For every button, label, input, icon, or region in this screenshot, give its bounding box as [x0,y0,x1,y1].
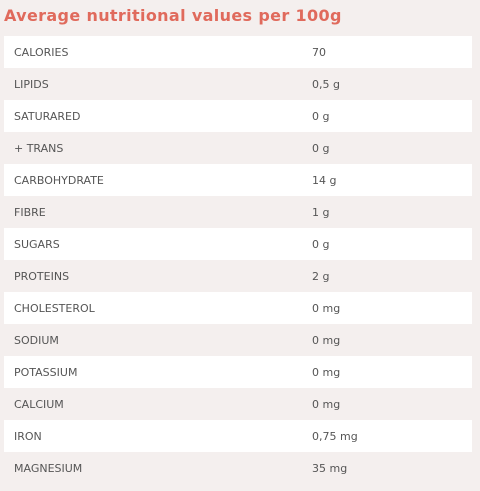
nutrient-name: PROTEINS [14,269,70,283]
table-row: CALORIES 70 [4,36,472,68]
nutrient-name: FIBRE [14,205,46,219]
nutrient-name: SATURARED [14,109,81,123]
nutrient-value: 0 mg [312,333,341,347]
nutrient-value: 0 g [312,141,330,155]
nutrient-name: LIPIDS [14,77,49,91]
nutrient-value: 0 g [312,237,330,251]
table-row: SATURARED 0 g [4,100,472,132]
nutrient-value: 0,75 mg [312,429,358,443]
table-row: FIBRE 1 g [4,196,472,228]
nutrient-value: 0 mg [312,397,341,411]
table-row: MAGNESIUM 35 mg [4,452,472,484]
table-row: IRON 0,75 mg [4,420,472,452]
nutrient-name: CHOLESTEROL [14,301,95,315]
nutrient-value: 0 mg [312,301,341,315]
table-row: + TRANS 0 g [4,132,472,164]
nutrient-value: 1 g [312,205,330,219]
nutrient-value: 0,5 g [312,77,340,91]
table-row: LIPIDS 0,5 g [4,68,472,100]
nutrient-name: MAGNESIUM [14,461,83,475]
nutrient-name: SUGARS [14,237,60,251]
nutrient-value: 0 mg [312,365,341,379]
table-row: SODIUM 0 mg [4,324,472,356]
nutrient-value: 0 g [312,109,330,123]
table-row: CHOLESTEROL 0 mg [4,292,472,324]
nutrient-name: POTASSIUM [14,365,78,379]
page-title: Average nutritional values per 100g [4,6,342,25]
table-row: SUGARS 0 g [4,228,472,260]
nutrient-value: 35 mg [312,461,348,475]
nutrient-value: 70 [312,45,326,59]
nutrient-value: 2 g [312,269,330,283]
nutrient-name: CARBOHYDRATE [14,173,104,187]
nutrient-value: 14 g [312,173,337,187]
table-row: POTASSIUM 0 mg [4,356,472,388]
nutrient-name: CALORIES [14,45,69,59]
nutrient-name: CALCIUM [14,397,64,411]
nutrient-name: + TRANS [14,141,64,155]
nutrient-name: SODIUM [14,333,59,347]
nutrient-name: IRON [14,429,42,443]
nutrition-table: CALORIES 70 LIPIDS 0,5 g SATURARED 0 g +… [4,36,472,484]
table-row: CARBOHYDRATE 14 g [4,164,472,196]
table-row: CALCIUM 0 mg [4,388,472,420]
table-row: PROTEINS 2 g [4,260,472,292]
